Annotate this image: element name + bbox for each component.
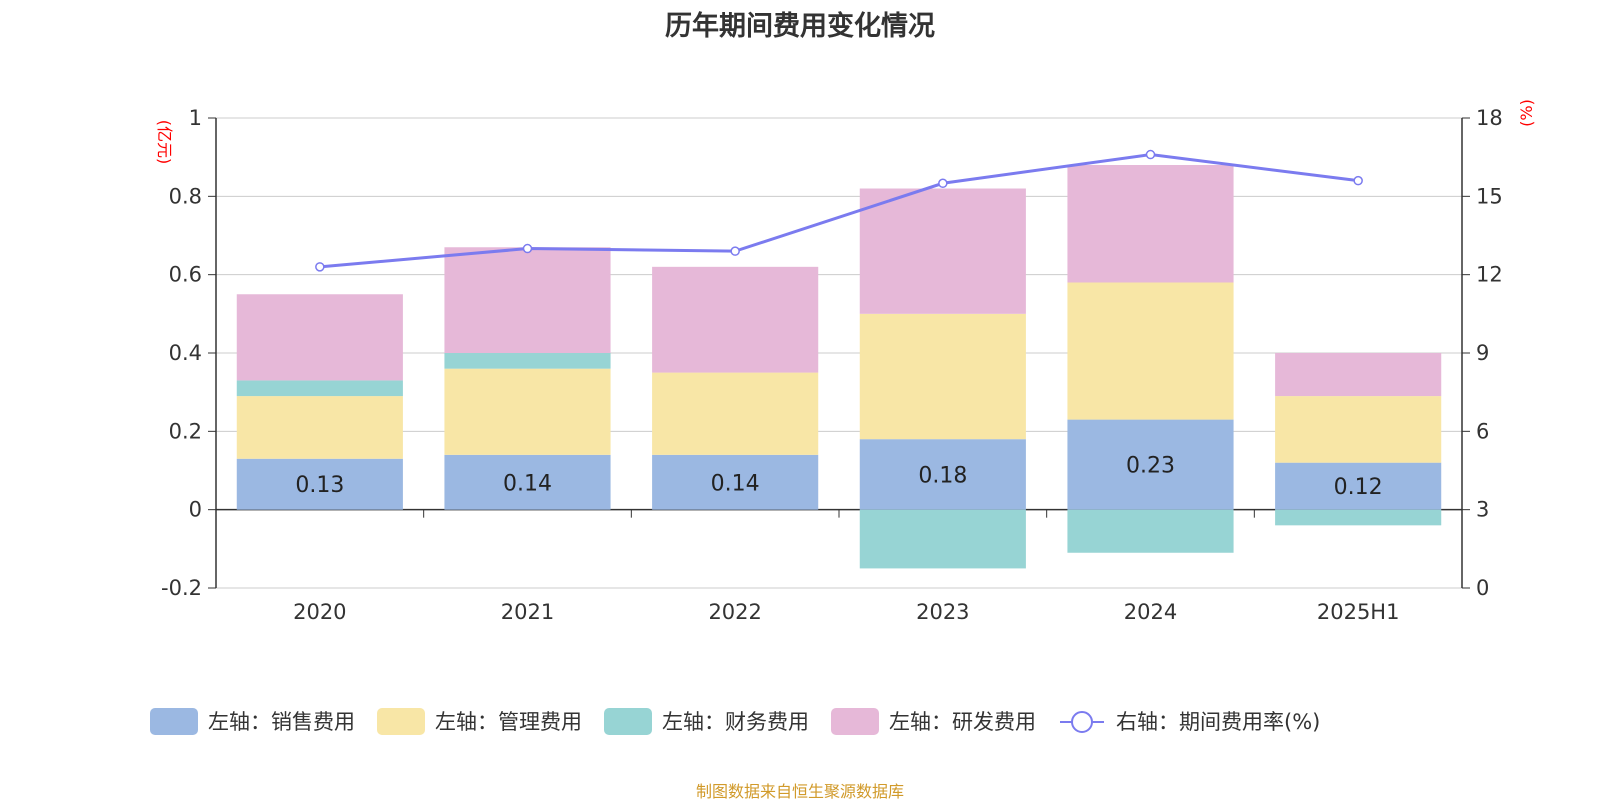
y-left-tick-label: 0	[189, 498, 202, 522]
data-label-sales: 0.12	[1334, 475, 1383, 500]
bar-admin	[652, 372, 819, 455]
data-label-sales: 0.14	[711, 471, 760, 496]
legend-label-sales: 左轴：销售费用	[208, 710, 355, 734]
y-left-tick-label: -0.2	[161, 576, 202, 600]
point-rate	[315, 262, 325, 272]
bar-sales	[1067, 419, 1234, 510]
bar-rd	[1275, 353, 1442, 397]
source-note: 制图数据来自恒生聚源数据库	[695, 782, 904, 801]
bar-finance	[236, 380, 403, 397]
x-tick-label: 2025H1	[1317, 600, 1400, 624]
bar-admin	[1275, 396, 1442, 463]
point-rate	[938, 178, 948, 189]
legend-label-rd: 左轴：研发费用	[889, 710, 1036, 734]
bar-admin	[859, 313, 1026, 440]
legend-label-rate: 右轴：期间费用率(%)	[1116, 710, 1321, 734]
y-left-tick-label: 1	[189, 106, 202, 130]
y-right-tick-label: 0	[1476, 576, 1489, 600]
legend-item-rate[interactable]: 右轴：期间费用率(%)	[1058, 706, 1320, 736]
legend-label-finance: 左轴：财务费用	[662, 710, 809, 734]
x-tick-label: 2023	[916, 600, 969, 624]
point-rate	[1353, 175, 1363, 186]
bar-admin	[1067, 282, 1234, 420]
bar-rd	[859, 188, 1026, 314]
legend-swatch-finance	[604, 707, 652, 735]
bar-finance	[444, 353, 611, 369]
y-right-tick-label: 15	[1476, 184, 1503, 208]
bar-rd	[236, 294, 403, 381]
y-right-tick-label: 3	[1476, 498, 1489, 522]
bar-finance	[859, 509, 1026, 569]
legend-swatch-sales	[150, 707, 198, 735]
legend-label-admin: 左轴：管理费用	[435, 710, 582, 734]
point-rate	[730, 246, 740, 256]
legend-item-rd[interactable]: 左轴：研发费用	[831, 706, 1036, 736]
bar-sales	[1275, 462, 1442, 510]
bar-rd	[1067, 165, 1234, 283]
y-left-tick-label: 0.6	[169, 263, 202, 287]
y-left-tick-label: 0.8	[169, 184, 202, 208]
bar-sales	[444, 454, 611, 510]
x-tick-label: 2021	[501, 600, 554, 624]
point-rate	[522, 243, 533, 254]
x-tick-label: 2020	[293, 600, 346, 624]
legend-item-finance[interactable]: 左轴：财务费用	[604, 706, 809, 736]
y-right-unit: (%)	[1517, 99, 1536, 127]
legend-item-sales[interactable]: 左轴：销售费用	[150, 706, 355, 736]
data-label-sales: 0.13	[295, 473, 344, 498]
line-rate	[319, 153, 1359, 269]
bar-sales	[236, 458, 403, 510]
data-label-sales: 0.23	[1126, 454, 1175, 479]
bar-rd	[652, 266, 819, 373]
data-label-sales: 0.18	[918, 463, 967, 488]
bar-admin	[236, 396, 403, 459]
y-right-tick-label: 6	[1476, 419, 1489, 443]
legend-swatch-rd	[831, 707, 879, 735]
y-left-tick-label: 0.4	[169, 341, 202, 365]
x-tick-label: 2022	[708, 600, 761, 624]
point-rate	[1145, 149, 1156, 160]
bar-sales	[859, 439, 1026, 510]
data-label-sales: 0.14	[503, 471, 552, 496]
bar-sales	[652, 454, 819, 510]
legend-line-rate-icon	[1060, 710, 1104, 733]
chart-title: 历年期间费用变化情况	[665, 11, 935, 42]
x-tick-label: 2024	[1124, 600, 1177, 624]
y-left-unit: (亿元)	[155, 120, 174, 165]
legend-swatch-admin	[377, 707, 425, 735]
y-right-tick-label: 18	[1476, 106, 1503, 130]
legend-item-admin[interactable]: 左轴：管理费用	[377, 706, 582, 736]
legend: 左轴：销售费用 左轴：管理费用 左轴：财务费用 左轴：研发费用 右轴：期间费用率…	[150, 706, 1342, 736]
y-right-tick-label: 12	[1476, 263, 1503, 287]
bar-admin	[444, 368, 611, 455]
bar-finance	[1275, 509, 1442, 526]
bar-rd	[444, 247, 611, 353]
y-left-tick-label: 0.2	[169, 419, 202, 443]
y-right-tick-label: 9	[1476, 341, 1489, 365]
bar-finance	[1067, 509, 1234, 553]
